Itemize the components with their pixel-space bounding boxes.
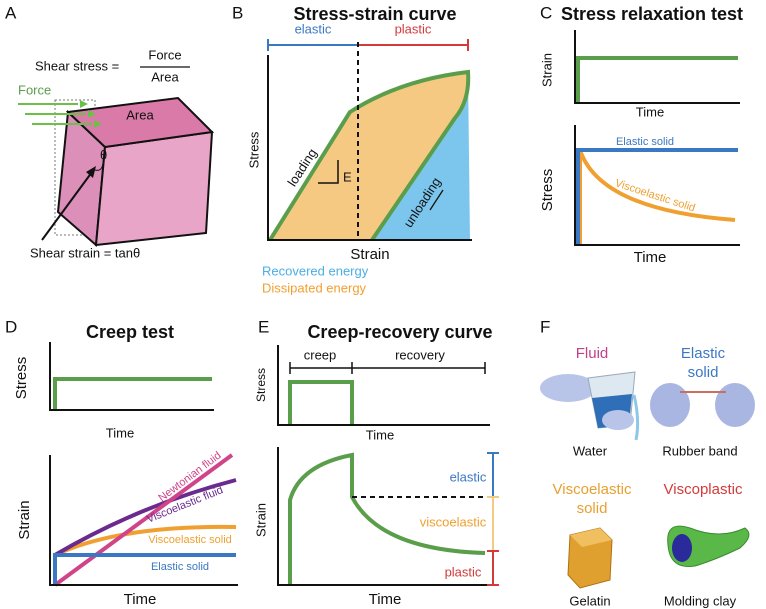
panel-label: C [540,3,552,22]
y-axis-label: Stress [254,368,268,402]
panel-label: F [540,317,550,336]
material-title: Viscoplastic [664,481,743,498]
material-caption: Water [573,443,608,458]
axes [277,447,490,586]
legend-entry: Recovered energy [262,263,369,278]
pour [632,394,640,441]
x-axis-label: Time [124,591,157,608]
arrow-head [80,100,88,108]
panel-label: D [5,317,17,336]
arrow-head [86,166,96,178]
viscoelastic-fluid-curve [53,478,237,557]
component-label: plastic [445,564,482,579]
viscoelastic-curve [578,149,736,245]
elastic-curve [53,553,236,585]
force-label: Force [18,82,51,97]
theta-label: θ [100,147,107,162]
panel-title: Stress relaxation test [561,4,743,24]
material-caption: Rubber band [662,443,737,458]
axes [574,30,740,104]
axes [49,455,238,586]
y-axis-label: Stress [246,131,261,168]
elastic-curve [576,148,738,245]
panel-title: Creep-recovery curve [307,322,492,342]
region-label: elastic [295,21,332,36]
numerator: Force [148,47,181,62]
stress-step [53,377,212,410]
axes [277,345,490,426]
y-axis-label: Stress [13,357,30,400]
strain-step [576,56,738,103]
area-label: Area [126,107,154,122]
x-axis-label: Time [636,104,664,119]
plastic-bar [487,550,499,586]
panel-label: B [232,3,243,22]
phase-label: creep [304,347,337,362]
glove [602,410,634,430]
elastic-bracket [267,39,358,51]
glove [540,374,596,402]
cube-top [65,96,215,149]
material-title: Viscoelastic [553,481,632,498]
y-axis-label: Strain [16,500,33,539]
cube-front [94,130,214,247]
phase-label: recovery [395,347,445,362]
viscoelastic-bar [487,496,499,551]
phase-bracket [289,362,486,374]
x-axis-label: Time [369,591,402,608]
panel-label: A [5,3,17,22]
panel-label: E [258,317,269,336]
slope-triangle [318,160,339,184]
material-caption: Molding clay [664,593,737,608]
material-title: solid [577,500,608,517]
theta-arc [94,162,104,171]
arrow-head [88,110,96,118]
axes [574,125,740,246]
unloading-arrow [429,189,444,211]
material-title: solid [688,364,719,381]
component-label: elastic [450,469,487,484]
plastic-bracket [358,39,469,51]
x-axis-label: Time [634,249,667,266]
equation-label: Shear stress = [35,58,119,73]
axes [267,55,472,241]
material-caption: Gelatin [569,593,610,608]
denominator: Area [151,69,179,84]
panel-title: Stress-strain curve [293,4,456,24]
arrow-head [94,120,102,128]
curve-label: Viscoelastic solid [148,534,232,546]
elastic-bar [487,452,499,497]
axes [49,342,214,411]
glove [715,383,755,427]
material-title: Fluid [576,345,609,362]
glove [650,383,690,427]
material-title: Elastic [681,345,726,362]
stress-strain-curve [268,69,471,242]
x-axis-label: Strain [350,246,389,263]
region-label: plastic [395,21,432,36]
newtonian-curve [53,453,234,587]
dissipated-energy [270,72,469,240]
pointer-arrow [41,171,93,241]
recovered-energy [372,72,470,240]
y-axis-label: Strain [539,53,554,87]
gelatin-top [570,528,612,547]
viscoelastic-solid-curve [54,524,237,557]
undeformed-outline [54,99,96,236]
y-axis-label: Stress [539,169,556,212]
legend-entry: Dissipated energy [262,280,367,295]
force-arrows [18,103,92,125]
component-label: viscoelastic [420,514,487,529]
modulus-label: E [343,169,352,184]
curve-label: Elastic solid [616,136,674,148]
x-axis-label: Time [106,425,134,440]
curve-label: Elastic solid [151,561,209,573]
shear-strain-label: Shear strain = tanθ [30,245,140,260]
y-axis-label: Strain [253,503,268,537]
clay-core [672,534,692,562]
x-axis-label: Time [366,427,394,442]
panel-title: Creep test [86,322,174,342]
stress-pulse [288,380,354,425]
